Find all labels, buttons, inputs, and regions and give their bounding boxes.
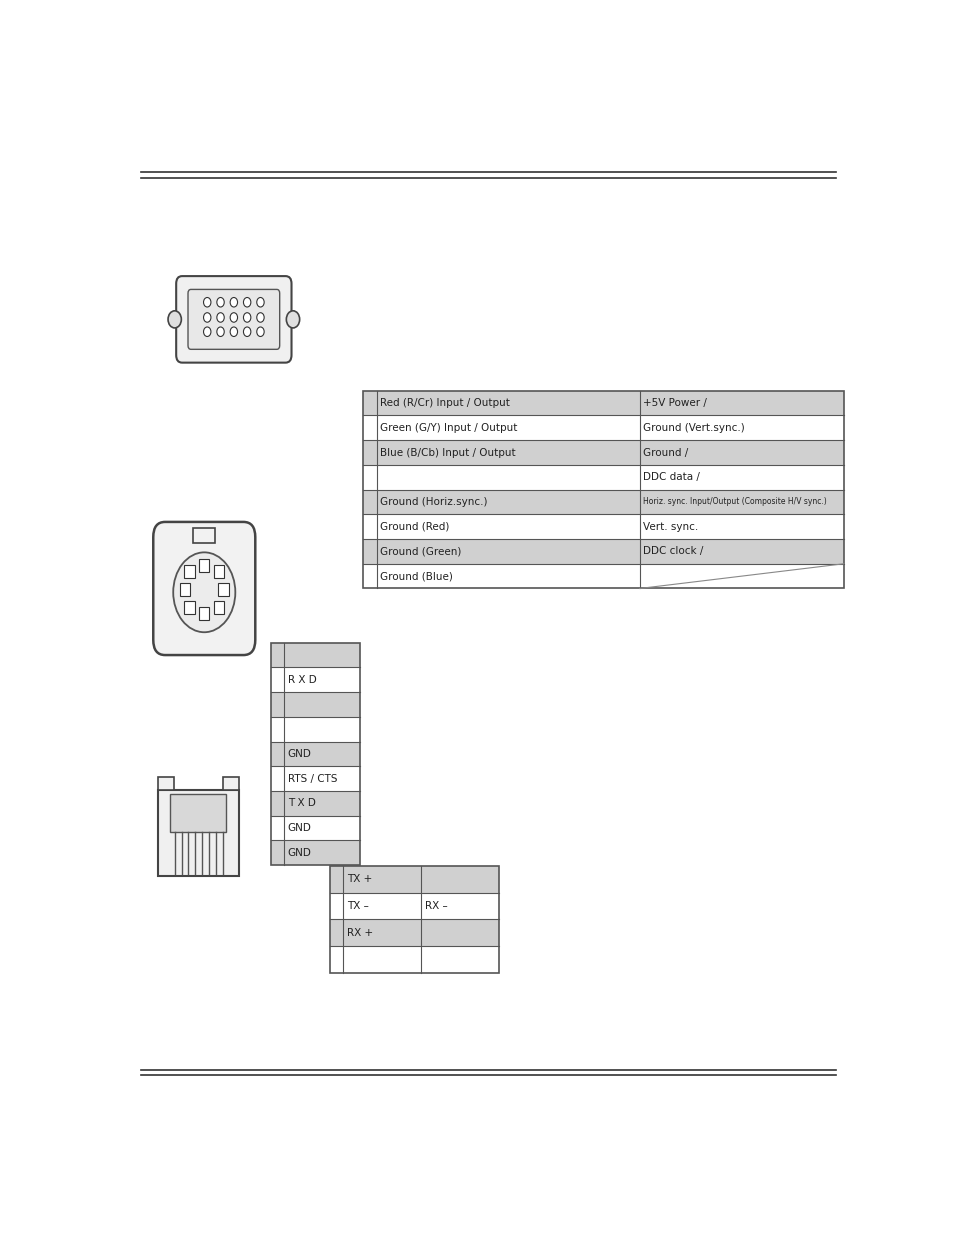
- Text: RX +: RX +: [347, 927, 373, 937]
- Bar: [199, 559, 210, 572]
- Bar: [363, 489, 842, 514]
- Bar: [363, 563, 842, 589]
- Circle shape: [230, 327, 237, 336]
- Bar: [363, 464, 842, 489]
- Circle shape: [203, 298, 211, 308]
- Bar: [199, 606, 210, 620]
- Circle shape: [230, 312, 237, 322]
- Text: Ground (Vert.sync.): Ground (Vert.sync.): [642, 422, 744, 432]
- Bar: [218, 583, 229, 597]
- Text: Ground (Red): Ground (Red): [380, 521, 449, 532]
- Bar: [157, 777, 173, 790]
- Bar: [271, 692, 359, 716]
- Circle shape: [286, 311, 299, 329]
- FancyBboxPatch shape: [153, 522, 255, 655]
- Text: Ground (Horiz.sync.): Ground (Horiz.sync.): [380, 496, 487, 506]
- Circle shape: [256, 298, 264, 308]
- Circle shape: [230, 298, 237, 308]
- Text: Ground (Green): Ground (Green): [380, 546, 461, 557]
- Bar: [213, 601, 224, 614]
- Circle shape: [216, 298, 224, 308]
- Bar: [271, 716, 359, 741]
- Text: Blue (B/Cb) Input / Output: Blue (B/Cb) Input / Output: [380, 447, 516, 457]
- Bar: [271, 816, 359, 841]
- Text: TX –: TX –: [347, 902, 369, 911]
- Text: R X D: R X D: [288, 674, 316, 684]
- Circle shape: [243, 298, 251, 308]
- Text: Ground /: Ground /: [642, 447, 688, 457]
- Bar: [271, 642, 359, 866]
- Text: Ground (Blue): Ground (Blue): [380, 571, 453, 582]
- Bar: [363, 390, 842, 589]
- Circle shape: [173, 552, 235, 632]
- FancyBboxPatch shape: [188, 289, 279, 350]
- Bar: [271, 841, 359, 866]
- Bar: [330, 866, 498, 973]
- Circle shape: [216, 312, 224, 322]
- Text: Red (R/Cr) Input / Output: Red (R/Cr) Input / Output: [380, 398, 510, 408]
- Bar: [271, 792, 359, 816]
- Text: T X D: T X D: [288, 798, 315, 809]
- Text: GND: GND: [288, 848, 312, 858]
- Bar: [157, 790, 239, 876]
- Bar: [184, 564, 194, 578]
- Bar: [330, 946, 498, 973]
- Text: Horiz. sync. Input/Output (Composite H/V sync.): Horiz. sync. Input/Output (Composite H/V…: [642, 498, 826, 506]
- Bar: [180, 583, 190, 597]
- Bar: [271, 741, 359, 766]
- Bar: [330, 919, 498, 946]
- Bar: [330, 866, 498, 893]
- Bar: [170, 794, 226, 832]
- Bar: [363, 514, 842, 538]
- Text: Green (G/Y) Input / Output: Green (G/Y) Input / Output: [380, 422, 517, 432]
- Text: DDC clock /: DDC clock /: [642, 546, 703, 557]
- Bar: [330, 893, 498, 919]
- Circle shape: [168, 311, 181, 329]
- Text: RX –: RX –: [424, 902, 447, 911]
- Bar: [363, 538, 842, 563]
- Circle shape: [203, 312, 211, 322]
- Text: +5V Power /: +5V Power /: [642, 398, 706, 408]
- Text: Vert. sync.: Vert. sync.: [642, 521, 698, 532]
- Circle shape: [256, 327, 264, 336]
- Circle shape: [256, 312, 264, 322]
- Bar: [222, 777, 239, 790]
- Text: TX +: TX +: [347, 874, 372, 884]
- Bar: [184, 601, 194, 614]
- Text: GND: GND: [288, 824, 312, 834]
- Circle shape: [243, 312, 251, 322]
- FancyBboxPatch shape: [176, 277, 292, 363]
- Bar: [363, 390, 842, 415]
- Circle shape: [243, 327, 251, 336]
- Bar: [271, 766, 359, 792]
- Bar: [213, 564, 224, 578]
- Text: GND: GND: [288, 748, 312, 760]
- Text: DDC data /: DDC data /: [642, 472, 700, 482]
- Bar: [193, 527, 215, 543]
- Bar: [363, 440, 842, 464]
- Circle shape: [216, 327, 224, 336]
- Bar: [363, 415, 842, 440]
- Bar: [271, 667, 359, 692]
- Text: RTS / CTS: RTS / CTS: [288, 773, 337, 784]
- Circle shape: [203, 327, 211, 336]
- Bar: [271, 642, 359, 667]
